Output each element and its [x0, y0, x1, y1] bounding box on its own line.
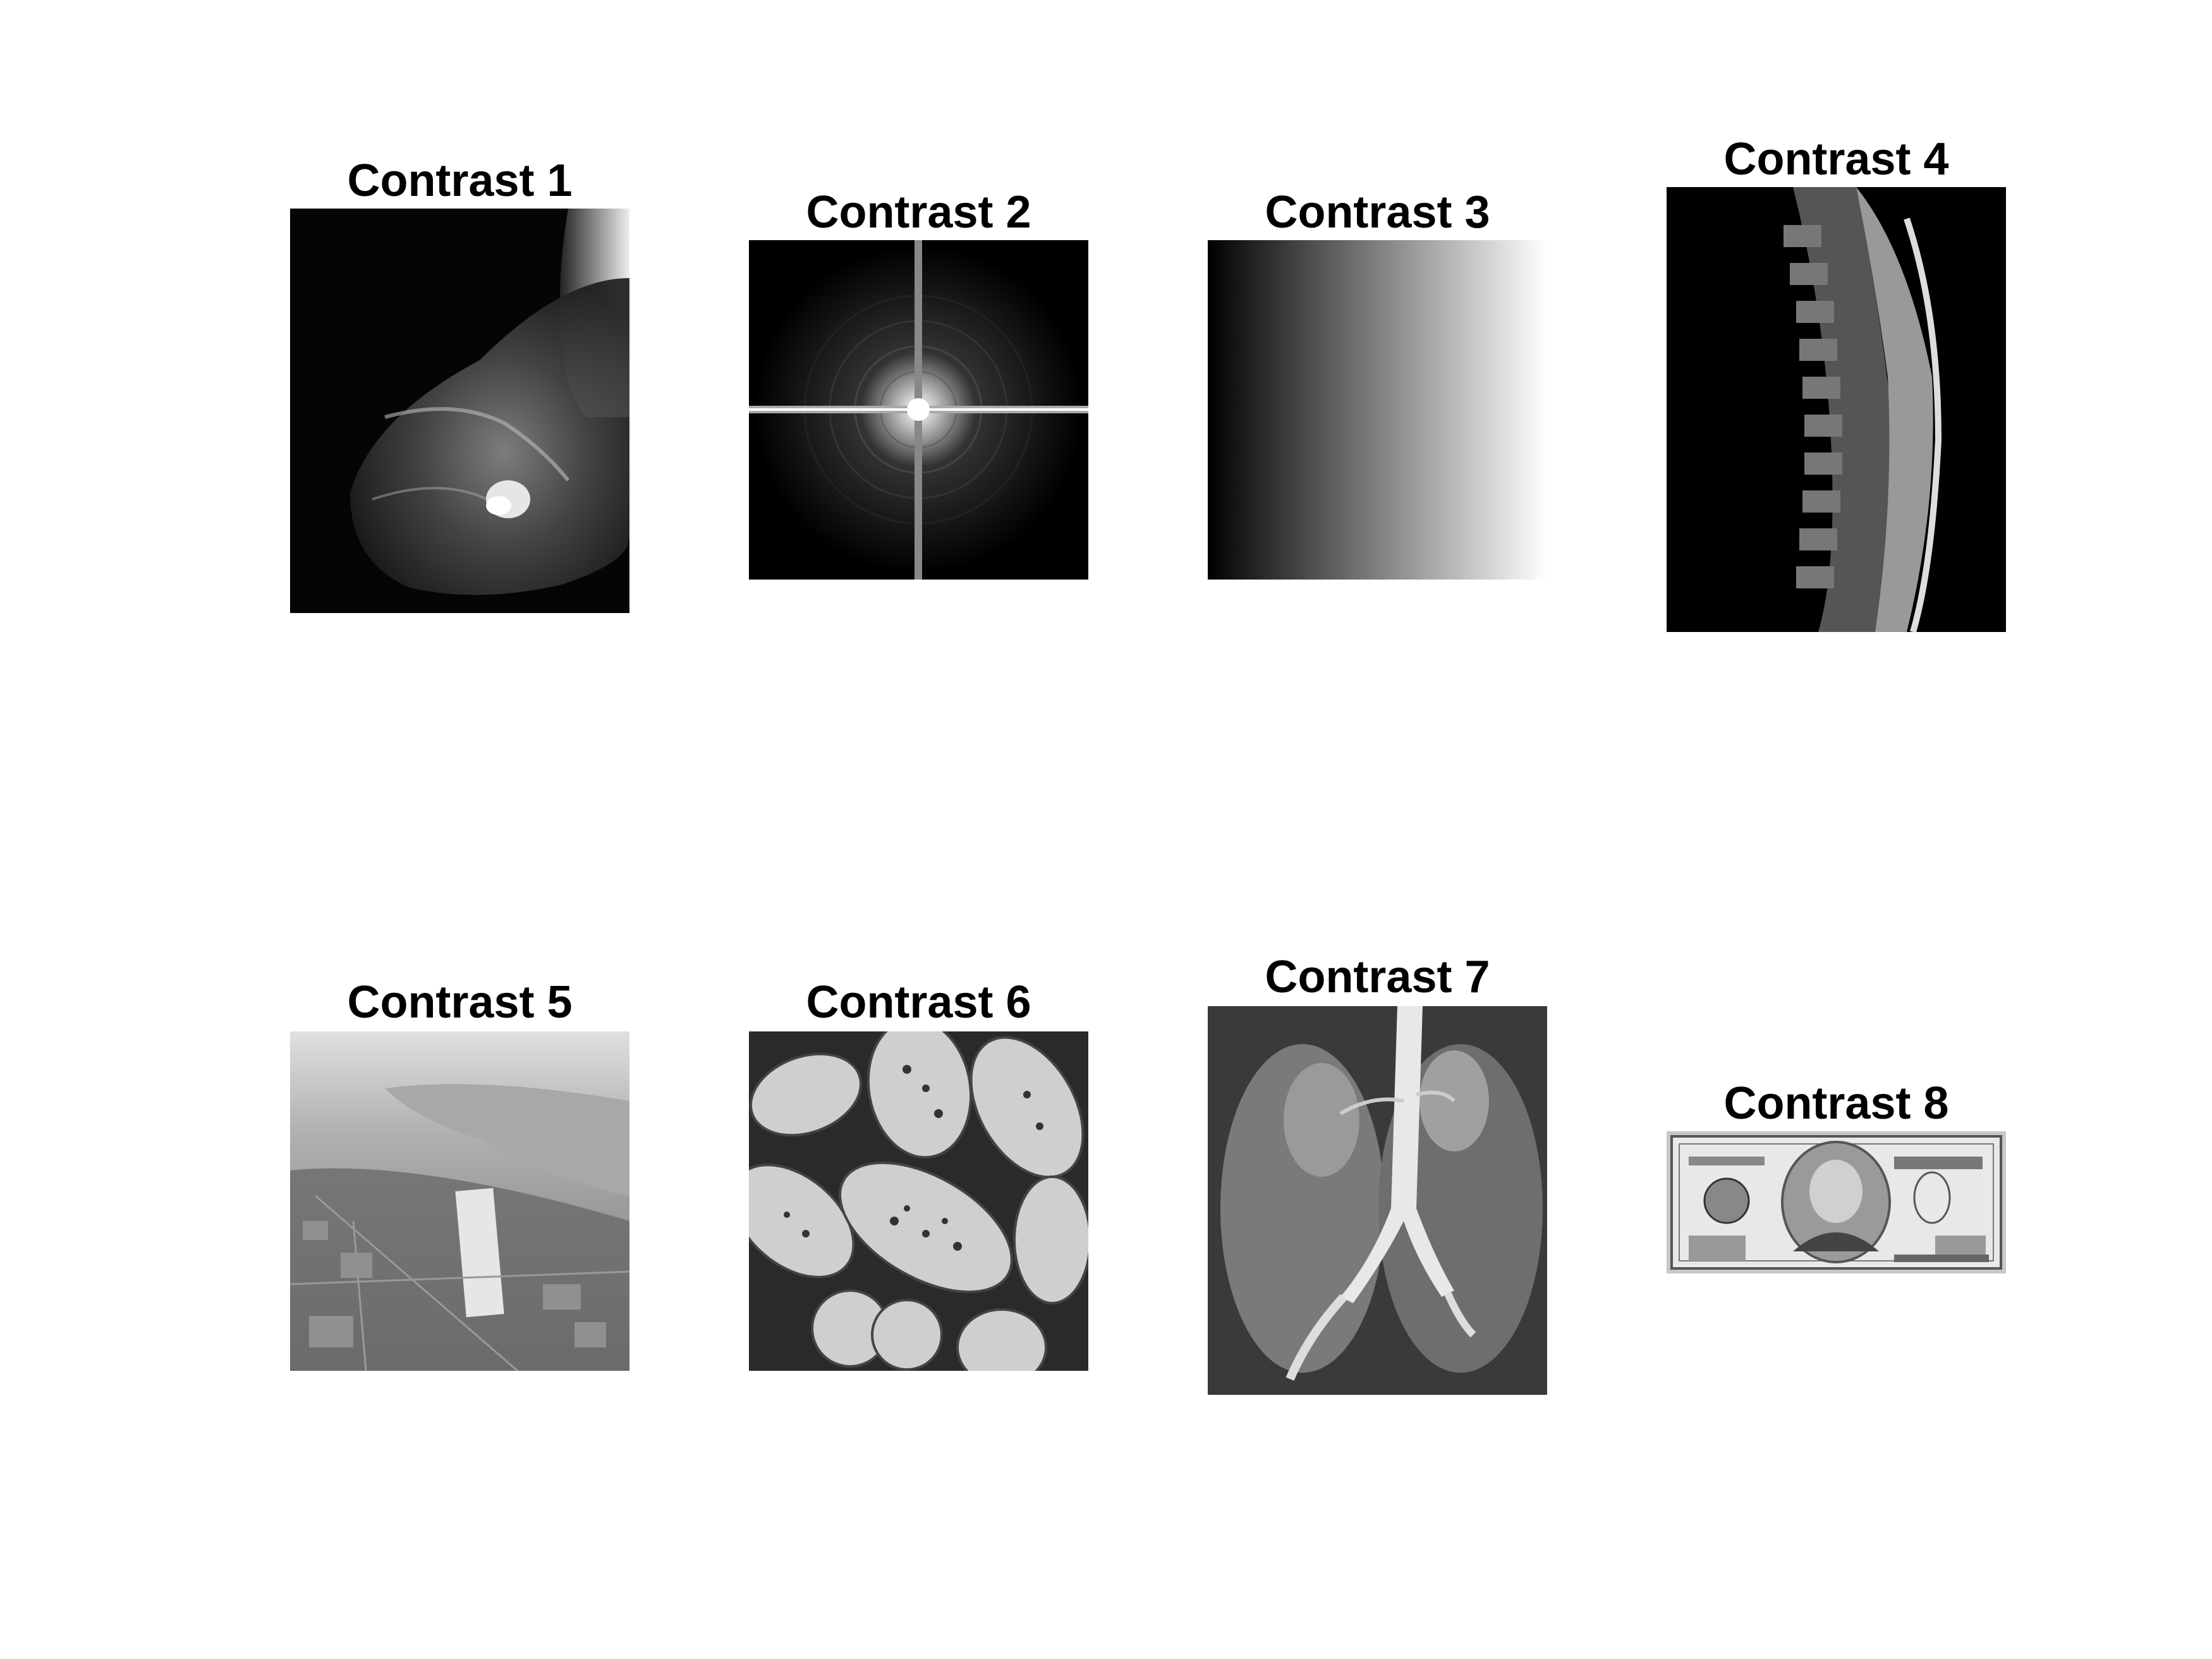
fourier-spectrum-image — [749, 240, 1088, 580]
panel-contrast-6: Contrast 6 — [749, 973, 1088, 1371]
panel-title: Contrast 1 — [347, 155, 573, 206]
panel-contrast-1: Contrast 1 — [290, 152, 629, 613]
panel-contrast-2: Contrast 2 — [749, 183, 1088, 581]
panel-contrast-7: Contrast 7 — [1208, 948, 1547, 1397]
panel-contrast-4: Contrast 4 — [1667, 130, 2006, 632]
angiogram-image — [1208, 1006, 1547, 1395]
panel-title: Contrast 3 — [1265, 187, 1490, 238]
panel-title: Contrast 4 — [1723, 134, 1949, 185]
panel-title: Contrast 6 — [806, 977, 1031, 1028]
dollar-bill-image — [1667, 1131, 2006, 1273]
pollen-grains-image — [749, 1031, 1088, 1371]
panel-title: Contrast 2 — [806, 187, 1031, 238]
panel-title: Contrast 5 — [347, 977, 573, 1028]
panel-title: Contrast 7 — [1265, 952, 1490, 1002]
panel-contrast-5: Contrast 5 — [290, 973, 629, 1371]
spine-mri-image — [1667, 187, 2006, 632]
panel-contrast-3: Contrast 3 — [1208, 183, 1547, 581]
mammogram-image — [290, 209, 629, 613]
panel-title: Contrast 8 — [1723, 1078, 1949, 1129]
gradient-image — [1208, 240, 1547, 580]
panel-contrast-8: Contrast 8 — [1667, 1074, 2006, 1277]
aerial-city-image — [290, 1031, 629, 1371]
